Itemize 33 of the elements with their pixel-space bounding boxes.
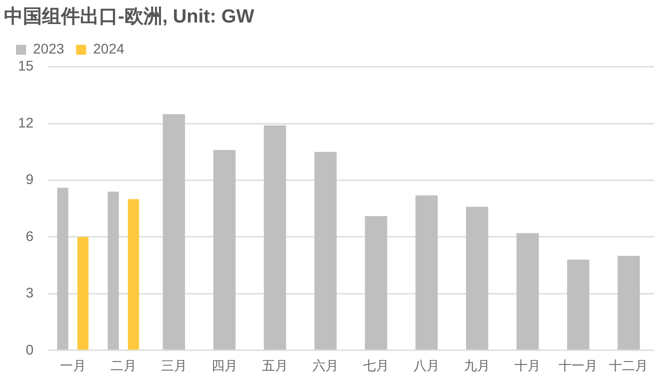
y-tick-label: 3 — [26, 284, 34, 301]
x-tick-label: 九月 — [464, 358, 490, 373]
bar — [314, 152, 337, 350]
y-tick-label: 0 — [26, 341, 34, 358]
bar — [77, 236, 89, 350]
x-tick-label: 五月 — [262, 358, 288, 373]
x-tick-label: 八月 — [414, 358, 440, 373]
y-tick-label: 12 — [18, 114, 34, 130]
chart-title: 中国组件出口-欧洲, Unit: GW — [4, 6, 254, 28]
bar — [162, 114, 186, 350]
x-tick-label: 十一月 — [558, 358, 598, 373]
bar — [567, 260, 590, 350]
y-tick-label: 6 — [26, 228, 34, 244]
bar — [415, 195, 438, 350]
bar — [618, 256, 640, 350]
x-tick-label: 三月 — [160, 358, 187, 373]
bar — [364, 216, 388, 350]
bar — [264, 125, 286, 350]
x-tick-label: 四月 — [211, 358, 238, 373]
legend-label: 2023 — [33, 40, 64, 57]
x-tick-label: 六月 — [312, 358, 339, 373]
bar — [128, 199, 140, 350]
y-tick-label: 9 — [26, 171, 34, 188]
x-tick-label: 二月 — [110, 358, 136, 373]
x-tick-label: 一月 — [60, 358, 86, 373]
bar — [213, 150, 236, 350]
legend-label: 2024 — [93, 40, 125, 57]
bar — [516, 233, 539, 350]
x-tick-label: 十二月 — [609, 358, 648, 373]
x-tick-label: 七月 — [363, 358, 390, 373]
x-tick-label: 十月 — [514, 358, 541, 373]
y-tick-label: 15 — [18, 58, 34, 74]
bar — [466, 206, 488, 350]
